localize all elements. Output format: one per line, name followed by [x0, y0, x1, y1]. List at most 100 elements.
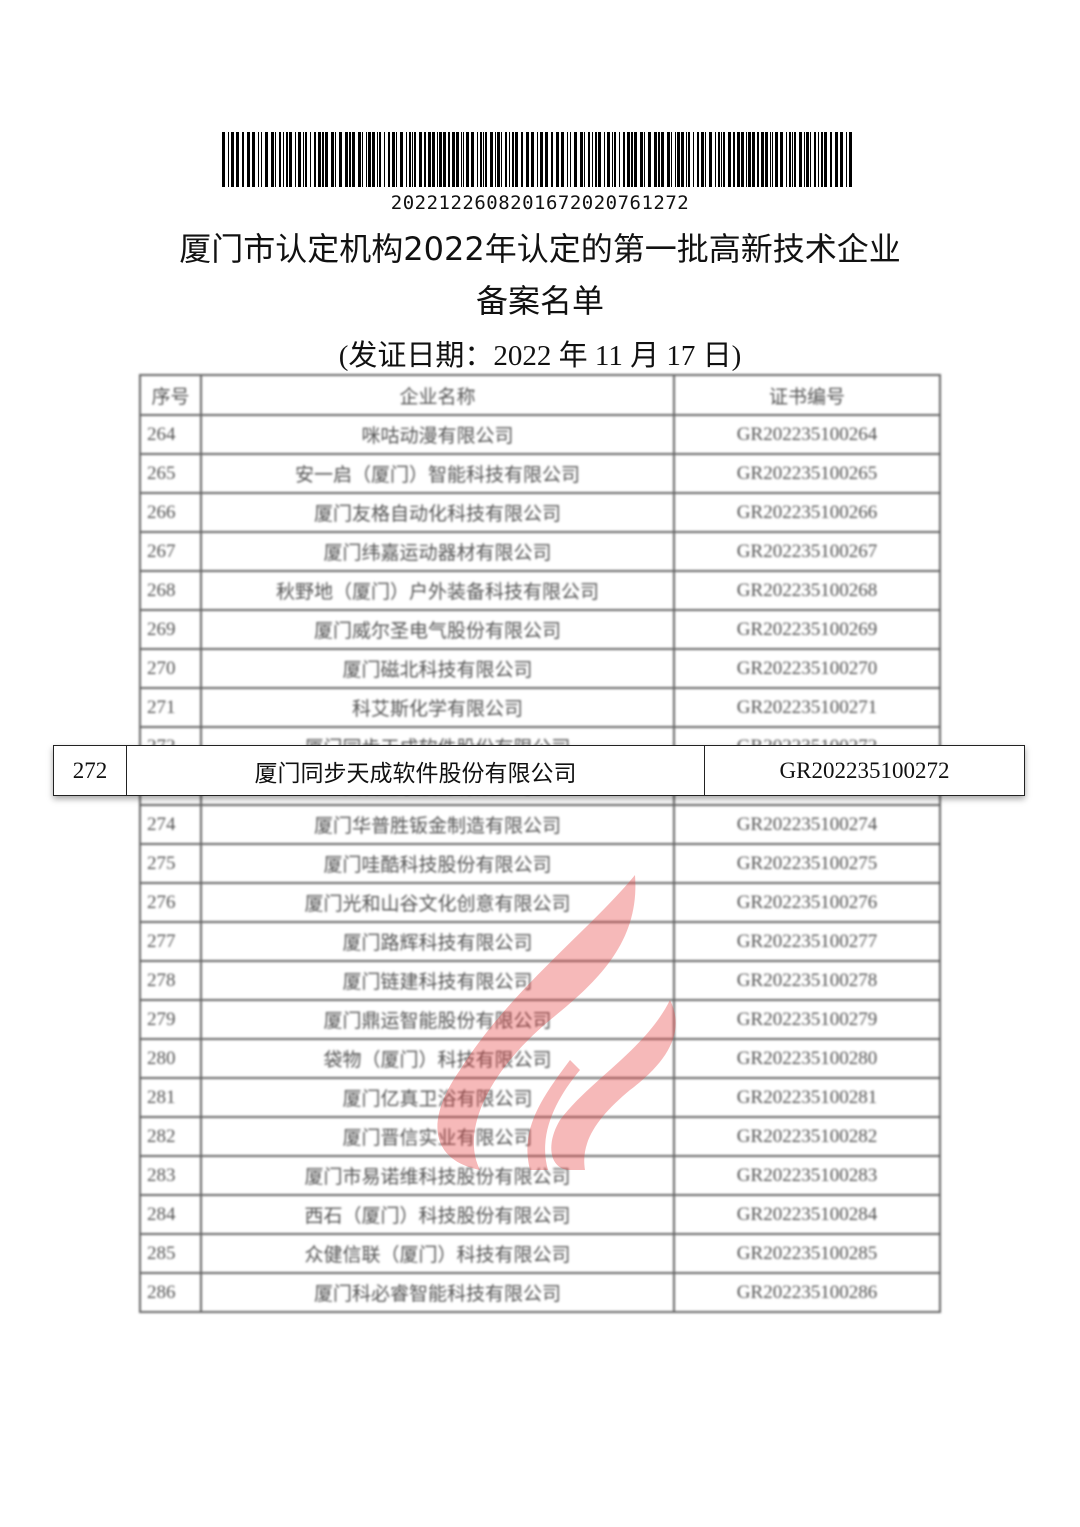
- barcode-bar: [509, 132, 510, 187]
- barcode-bar: [505, 132, 507, 187]
- row-no: 283: [139, 1155, 202, 1196]
- company-name: 袋物（厦门）科技有限公司: [200, 1038, 675, 1079]
- table-row: 267 厦门纬嘉运动器材有限公司 GR202235100267: [139, 531, 941, 572]
- barcode-bar: [368, 132, 371, 187]
- barcode-bar: [574, 132, 577, 187]
- row-no: 286: [139, 1272, 202, 1313]
- barcode-bar: [741, 132, 744, 187]
- barcode-bar: [761, 132, 764, 187]
- row-no: 279: [139, 999, 202, 1040]
- barcode-bar: [567, 132, 568, 187]
- row-no: 275: [139, 843, 202, 884]
- row-no: 269: [139, 609, 202, 650]
- barcode-bar: [443, 132, 446, 187]
- row-no: 274: [139, 804, 202, 845]
- barcode-bar: [384, 132, 385, 187]
- barcode-bar: [789, 132, 791, 187]
- barcode-bar: [718, 132, 720, 187]
- barcode-bar: [497, 132, 500, 187]
- cert-no: GR202235100279: [673, 999, 941, 1040]
- company-name: 众健信联（厦门）科技有限公司: [200, 1233, 675, 1274]
- barcode-bar: [619, 132, 620, 187]
- document-title: 厦门市认定机构2022年认定的第一批高新技术企业: [179, 230, 901, 268]
- barcode-bar: [439, 132, 442, 187]
- header-no: 序号: [139, 374, 202, 416]
- barcode-bar: [824, 132, 827, 187]
- barcode-bar: [631, 132, 633, 187]
- barcode-bar: [298, 132, 301, 187]
- cert-no: GR202235100275: [673, 843, 941, 884]
- barcode-bar: [325, 132, 328, 187]
- barcode-bar: [799, 132, 802, 187]
- barcode-bar: [289, 132, 292, 187]
- row-no: 267: [139, 531, 202, 572]
- cert-no: GR202235100265: [673, 453, 941, 494]
- barcode-bar: [677, 132, 680, 187]
- issue-date: (发证日期：2022 年 11 月 17 日): [338, 340, 742, 372]
- cert-no: GR202235100276: [673, 882, 941, 923]
- barcode-bar: [786, 132, 787, 187]
- cert-no: GR202235100264: [673, 414, 941, 455]
- barcode-bar: [556, 132, 559, 187]
- cert-no: GR202235100266: [673, 492, 941, 533]
- company-name: 厦门磁北科技有限公司: [200, 648, 675, 689]
- cert-no: GR202235100285: [673, 1233, 941, 1274]
- barcode-bar: [675, 132, 676, 187]
- barcode-bar: [644, 132, 645, 187]
- company-name: 厦门威尔圣电气股份有限公司: [200, 609, 675, 650]
- barcode-bar: [728, 132, 731, 187]
- header-cert: 证书编号: [673, 374, 941, 416]
- company-name: 厦门友格自动化科技有限公司: [200, 492, 675, 533]
- barcode-bar: [592, 132, 593, 187]
- barcode-bar: [846, 132, 847, 187]
- barcode-bar: [362, 132, 363, 187]
- barcode-bar: [537, 132, 538, 187]
- company-name: 秋野地（厦门）户外装备科技有限公司: [200, 570, 675, 611]
- table-row: 278 厦门链建科技有限公司 GR202235100278: [139, 960, 941, 1001]
- highlight-no: 272: [54, 746, 127, 795]
- barcode-bar: [814, 132, 816, 187]
- barcode-bar: [612, 132, 613, 187]
- barcode-bar: [765, 132, 768, 187]
- cert-no: GR202235100269: [673, 609, 941, 650]
- company-name: 厦门链建科技有限公司: [200, 960, 675, 1001]
- barcode-bar: [607, 132, 610, 187]
- barcode-bar: [392, 132, 395, 187]
- table-row: 277 厦门路辉科技有限公司 GR202235100277: [139, 921, 941, 962]
- barcode-bar: [295, 132, 296, 187]
- barcode-bar: [821, 132, 823, 187]
- barcode-bar: [654, 132, 657, 187]
- barcode-bar: [671, 132, 672, 187]
- barcode-bar: [242, 132, 244, 187]
- company-name: 厦门纬嘉运动器材有限公司: [200, 531, 675, 572]
- row-no: 280: [139, 1038, 202, 1079]
- table-row: 280 袋物（厦门）科技有限公司 GR202235100280: [139, 1038, 941, 1079]
- barcode-bar: [335, 132, 336, 187]
- barcode-bar: [723, 132, 725, 187]
- cert-no: GR202235100280: [673, 1038, 941, 1079]
- barcode-bar: [406, 132, 407, 187]
- row-no: 265: [139, 453, 202, 494]
- barcode-bar: [283, 132, 284, 187]
- barcode-bar: [461, 132, 462, 187]
- barcode-bar: [396, 132, 397, 187]
- company-name: 厦门华普胜钣金制造有限公司: [200, 804, 675, 845]
- company-name: 厦门科必睿智能科技有限公司: [200, 1272, 675, 1313]
- cert-no: GR202235100278: [673, 960, 941, 1001]
- barcode-bar: [377, 132, 378, 187]
- barcode-bar: [705, 132, 706, 187]
- company-name: 厦门晋信实业有限公司: [200, 1116, 675, 1157]
- barcode-bar: [437, 132, 438, 187]
- highlight-cert-no: GR202235100272: [779, 757, 950, 783]
- barcode-bar: [358, 132, 361, 187]
- barcode-bar: [715, 132, 716, 187]
- cert-no: GR202235100271: [673, 687, 941, 728]
- barcode-bar: [840, 132, 843, 187]
- barcode-bar: [794, 132, 796, 187]
- barcode-bar: [806, 132, 809, 187]
- barcode-bar: [275, 132, 276, 187]
- barcode-bar: [305, 132, 307, 187]
- barcode-bar: [584, 132, 585, 187]
- document-title-line2: 备案名单: [475, 282, 604, 320]
- cert-no: GR202235100277: [673, 921, 941, 962]
